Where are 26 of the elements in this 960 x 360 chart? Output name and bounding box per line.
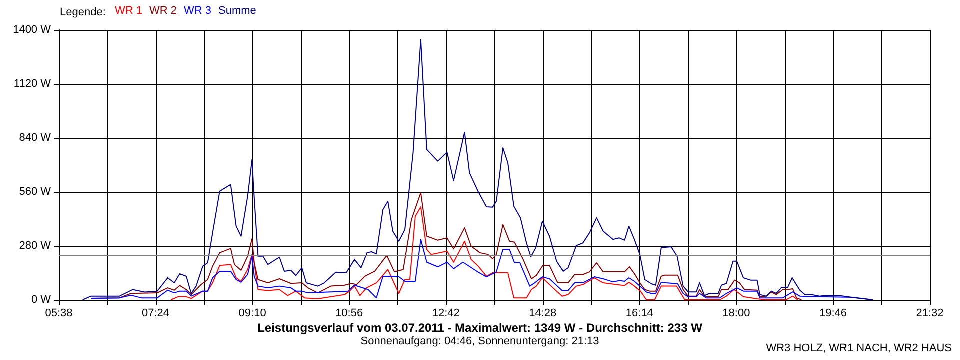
y-tick-label: 280 W <box>19 240 52 252</box>
text: WR3 HOLZ, WR1 NACH, WR2 HAUS <box>766 342 952 354</box>
line-series <box>82 39 874 300</box>
text: WR 3 <box>184 5 212 17</box>
x-tick-label: 14:28 <box>529 308 557 320</box>
x-tick-label: 16:14 <box>626 308 654 320</box>
x-tick-label: 10:56 <box>336 308 364 320</box>
y-tick-label: 560 W <box>19 186 52 198</box>
x-tick-label: 05:38 <box>45 308 73 320</box>
legend-title: Legende: <box>60 6 106 18</box>
y-tick-label: 840 W <box>19 132 52 144</box>
text: Summe <box>218 5 256 17</box>
x-tick-label: 19:46 <box>819 308 847 320</box>
x-tick-label: 18:00 <box>722 308 750 320</box>
y-tick-label: 1120 W <box>14 78 52 90</box>
x-tick-label: 21:32 <box>916 308 944 320</box>
text: Leistungsverlauf vom 03.07.2011 - Maximalwert: 1349 W - Durchschnitt: 233 W <box>258 321 704 335</box>
y-tick-label: 1400 W <box>13 24 52 36</box>
x-tick-label: 09:10 <box>238 308 266 320</box>
line-series <box>170 206 798 300</box>
x-tick-label: 07:24 <box>142 308 170 320</box>
text: WR 2 <box>150 5 177 17</box>
text: WR 1 <box>115 5 142 17</box>
y-tick-label: 0 W <box>31 294 52 306</box>
text: Sonnenaufgang: 04:46, Sonnenuntergang: 21:13 <box>360 336 600 348</box>
x-tick-label: 12:42 <box>432 308 460 320</box>
